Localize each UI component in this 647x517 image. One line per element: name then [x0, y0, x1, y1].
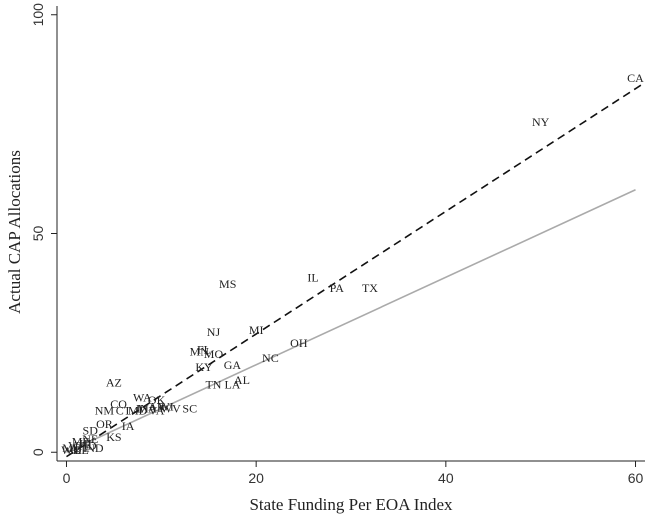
- y-axis-title: Actual CAP Allocations: [5, 150, 24, 314]
- point-label-ca: CA: [627, 71, 644, 85]
- axes-group: 0 20 40 60 0 50 100: [30, 3, 645, 486]
- point-label-ne: NE: [82, 432, 98, 446]
- point-label-nd: ND: [86, 441, 104, 455]
- point-label-or: OR: [96, 417, 113, 431]
- point-label-in: IN: [136, 402, 149, 416]
- point-label-sc: SC: [182, 402, 197, 416]
- y-tick-label: 0: [30, 448, 46, 456]
- point-label-id: ID: [84, 439, 97, 453]
- point-label-mn: MN: [190, 345, 210, 359]
- point-label-nm: NM: [95, 404, 115, 418]
- point-label-ct: CT: [116, 404, 132, 418]
- point-label-oh: OH: [290, 336, 308, 350]
- point-label-il: IL: [307, 270, 318, 284]
- point-label-co: CO: [110, 397, 127, 411]
- x-tick-label: 0: [63, 470, 71, 486]
- point-label-az: AZ: [106, 375, 122, 389]
- point-label-wi: WI: [158, 399, 173, 413]
- point-label-ks: KS: [106, 430, 121, 444]
- point-label-mo: MO: [204, 347, 224, 361]
- point-label-de: DE: [73, 443, 89, 457]
- point-label-ky: KY: [195, 360, 213, 374]
- point-label-la: LA: [224, 377, 240, 391]
- point-label-ri: RI: [70, 443, 82, 457]
- point-label-tx: TX: [362, 281, 378, 295]
- point-label-al: AL: [234, 373, 250, 387]
- point-label-ia: IA: [122, 419, 135, 433]
- point-label-nc: NC: [262, 351, 279, 365]
- point-label-ny: NY: [532, 115, 550, 129]
- point-label-wa: WA: [133, 391, 152, 405]
- point-label-va: VA: [149, 404, 165, 418]
- point-label-ut: UT: [73, 441, 90, 455]
- point-label-md: MD: [128, 404, 148, 418]
- point-label-ar: AR: [148, 399, 165, 413]
- solid-reference-line: [66, 189, 636, 453]
- point-label-wy: WY: [61, 443, 81, 457]
- y-tick-label: 50: [30, 226, 46, 242]
- point-label-fl: FL: [197, 342, 211, 356]
- point-label-tn: TN: [205, 377, 221, 391]
- point-label-vt: VT: [68, 439, 85, 453]
- point-label-sd: SD: [83, 423, 99, 437]
- point-label-mi: MI: [249, 323, 264, 337]
- point-label-nj: NJ: [207, 325, 221, 339]
- x-axis-title: State Funding Per EOA Index: [249, 495, 453, 514]
- point-label-ms: MS: [219, 277, 236, 291]
- fit-lines-group: [66, 81, 646, 458]
- y-tick-label: 100: [30, 3, 46, 27]
- point-label-ma: MA: [137, 402, 157, 416]
- point-label-pa: PA: [330, 281, 345, 295]
- point-label-me: ME: [72, 434, 90, 448]
- x-tick-label: 40: [438, 470, 454, 486]
- point-label-wv: WV: [161, 402, 181, 416]
- point-label-hi: HI: [79, 437, 92, 451]
- x-tick-label: 60: [628, 470, 644, 486]
- point-label-ga: GA: [224, 358, 242, 372]
- point-label-ok: OK: [148, 393, 166, 407]
- point-label-mt: MT: [62, 441, 81, 455]
- x-tick-label: 20: [248, 470, 264, 486]
- dashed-fit-line: [66, 81, 646, 458]
